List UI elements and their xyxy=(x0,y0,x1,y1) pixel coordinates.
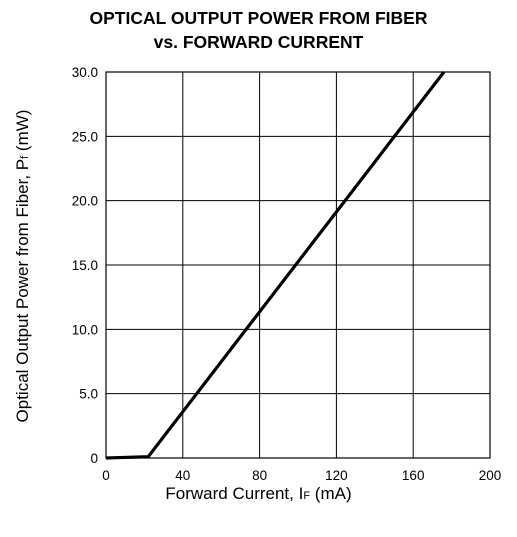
x-tick-label-4: 160 xyxy=(402,468,425,483)
y-tick-label-5: 25.0 xyxy=(72,129,98,144)
chart-title-line-2: vs. FORWARD CURRENT xyxy=(153,32,364,52)
x-tick-label-3: 120 xyxy=(325,468,348,483)
y-tick-label-4: 20.0 xyxy=(72,194,98,209)
y-axis-label-wrap: Optical Output Power from Fiber, Pf (mW) xyxy=(8,70,38,462)
y-tick-label-3: 15.0 xyxy=(72,258,98,273)
x-axis-label-subscript: F xyxy=(303,490,311,502)
x-tick-label-5: 200 xyxy=(479,468,502,483)
x-axis-label-unit: (mA) xyxy=(310,484,352,503)
chart-title-line-1: OPTICAL OUTPUT POWER FROM FIBER xyxy=(89,8,428,28)
y-axis-label-subscript: f xyxy=(19,155,31,159)
y-axis-label-unit: (mW) xyxy=(13,109,32,156)
x-tick-label-2: 80 xyxy=(252,468,267,483)
x-axis-label: Forward Current, IF (mA) xyxy=(0,484,517,504)
plot-frame xyxy=(105,71,491,459)
x-tick-label-0: 0 xyxy=(102,468,110,483)
y-tick-label-2: 10.0 xyxy=(72,322,98,337)
x-tick-label-1: 40 xyxy=(175,468,190,483)
y-tick-label-1: 5.0 xyxy=(79,387,98,402)
y-tick-label-0: 0 xyxy=(90,451,98,466)
y-tick-label-6: 30.0 xyxy=(72,65,98,80)
y-axis-label: Optical Output Power from Fiber, Pf (mW) xyxy=(13,110,33,423)
y-axis-label-main: Optical Output Power from Fiber, P xyxy=(13,158,32,423)
series-line-0 xyxy=(105,71,446,460)
x-axis-label-main: Forward Current, I xyxy=(165,484,304,503)
